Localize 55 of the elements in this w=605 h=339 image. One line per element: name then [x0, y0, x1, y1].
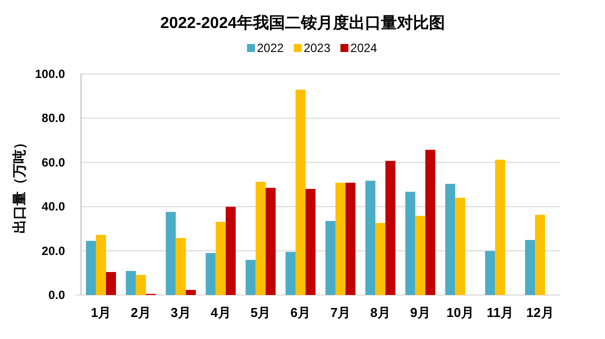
bar: [525, 240, 536, 295]
bar: [186, 290, 196, 295]
y-tick-label: 100.0: [34, 67, 66, 81]
bar: [325, 220, 336, 295]
bar: [335, 182, 346, 295]
bar: [86, 240, 96, 295]
x-tick-label: 2月: [130, 305, 151, 320]
bar: [96, 234, 106, 295]
bar: [425, 150, 436, 295]
bar: [385, 160, 396, 295]
bar: [216, 222, 226, 295]
bar: [126, 270, 136, 295]
chart-title: 2022-2024年我国二铵月度出口量对比图: [160, 13, 445, 32]
bar: [266, 188, 276, 295]
legend-label: 2023: [304, 41, 331, 55]
bar: [106, 272, 116, 295]
x-tick-label: 12月: [526, 305, 554, 320]
y-tick-label: 20.0: [42, 244, 66, 258]
y-tick-label: 0.0: [48, 288, 66, 302]
bar: [485, 251, 496, 295]
x-tick-label: 4月: [210, 305, 231, 320]
bar: [495, 160, 506, 295]
bar: [405, 192, 416, 295]
bar: [306, 188, 316, 295]
y-axis-title: 出口量（万吨）: [11, 136, 27, 234]
x-tick-label: 9月: [410, 305, 430, 320]
bar: [166, 212, 176, 295]
x-tick-label: 11月: [486, 305, 514, 320]
bar: [365, 180, 376, 295]
x-tick-label: 6月: [290, 305, 311, 320]
bar: [206, 253, 216, 295]
bar: [226, 206, 236, 295]
bar: [136, 274, 146, 295]
x-tick-label: 3月: [170, 305, 191, 320]
bar: [286, 252, 296, 295]
bar: [375, 222, 386, 295]
x-tick-label: 5月: [250, 305, 271, 320]
bar: [246, 260, 256, 295]
legend-label: 2024: [350, 41, 378, 55]
x-tick-label: 1月: [90, 305, 112, 320]
x-tick-label: 7月: [330, 305, 351, 320]
x-tick-label: 8月: [370, 305, 390, 320]
bar: [345, 182, 356, 295]
bar: [296, 90, 306, 295]
bar: [176, 238, 186, 295]
bar: [535, 214, 546, 295]
bar: [256, 182, 266, 295]
bar: [445, 184, 456, 295]
y-tick-label: 80.0: [42, 111, 66, 126]
y-tick-label: 60.0: [42, 155, 66, 170]
bar: [455, 198, 466, 295]
y-tick-label: 40.0: [42, 200, 66, 214]
legend-label: 2022: [257, 41, 284, 55]
bar: [415, 216, 426, 295]
x-tick-label: 10月: [446, 305, 474, 320]
